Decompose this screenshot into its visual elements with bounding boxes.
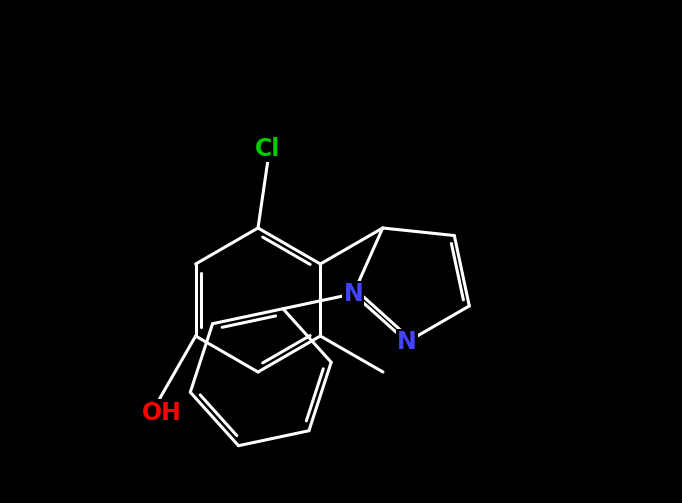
Text: N: N xyxy=(397,330,417,354)
Text: Cl: Cl xyxy=(255,137,281,160)
Text: OH: OH xyxy=(142,401,181,425)
Text: N: N xyxy=(344,282,364,306)
